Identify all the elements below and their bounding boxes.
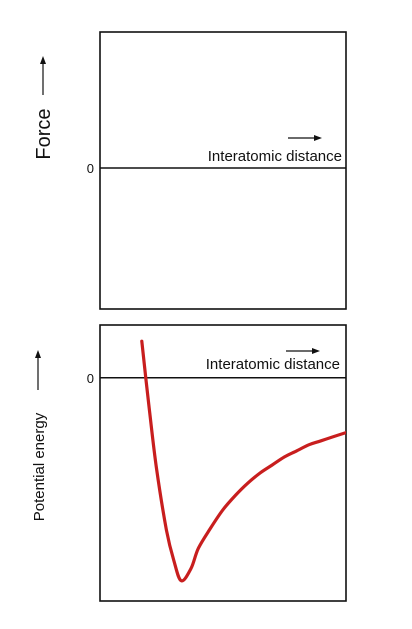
- force-zero-tick-label: 0: [87, 161, 94, 176]
- force-y-axis-label: Force: [33, 108, 55, 159]
- energy-x-arrow-head: [312, 348, 320, 354]
- energy-x-axis-label: Interatomic distance: [206, 356, 340, 373]
- energy-plot-frame: [99, 324, 347, 602]
- energy-panel: 0 Interatomic distance Potential energy: [31, 324, 347, 602]
- energy-y-axis-label: Potential energy: [31, 412, 48, 521]
- force-x-arrow-head: [314, 135, 322, 141]
- energy-zero-tick-label: 0: [87, 371, 94, 386]
- energy-y-arrow-head: [35, 350, 41, 358]
- force-plot-frame: [99, 31, 347, 310]
- potential-energy-curve-0: [140, 339, 346, 583]
- force-panel: 0 Interatomic distance Force: [33, 31, 347, 310]
- force-y-arrow-head: [40, 56, 46, 64]
- force-x-axis-label: Interatomic distance: [208, 148, 342, 165]
